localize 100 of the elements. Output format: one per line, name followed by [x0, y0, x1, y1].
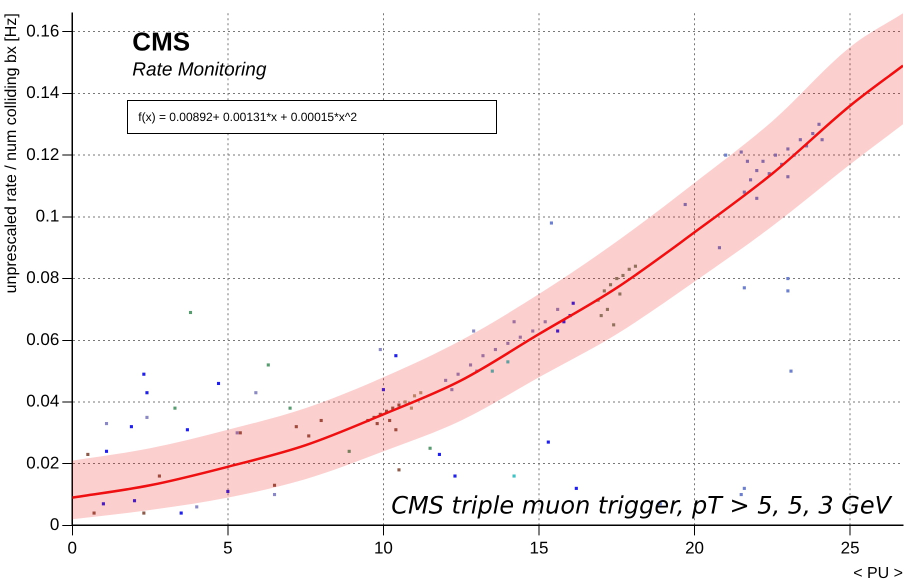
point [410, 406, 413, 410]
point [820, 138, 824, 142]
point [104, 422, 108, 426]
y-axis-title: unprescaled rate / num colliding bx [Hz] [3, 13, 20, 294]
point [786, 147, 790, 151]
point [130, 425, 133, 428]
point [428, 446, 432, 450]
point [550, 221, 553, 225]
point [412, 394, 416, 398]
point [254, 391, 258, 394]
point [453, 474, 457, 478]
point [394, 428, 398, 432]
point [621, 274, 625, 278]
point [92, 512, 96, 515]
point [531, 329, 534, 333]
point [132, 499, 136, 502]
point [236, 431, 239, 434]
point [394, 354, 398, 358]
annotation: CMS triple muon trigger, pT > 5, 5, 3 GeV [391, 492, 893, 520]
point [102, 502, 105, 506]
point [145, 391, 149, 394]
point [740, 492, 743, 496]
point [755, 169, 758, 172]
point [786, 277, 790, 280]
point [272, 484, 276, 487]
point [450, 388, 454, 392]
point [811, 132, 814, 136]
point [294, 425, 298, 428]
annotation: Rate Monitoring [132, 59, 267, 80]
point [216, 382, 220, 386]
point [494, 348, 497, 352]
point [238, 431, 242, 434]
point [444, 378, 448, 382]
point [724, 154, 728, 157]
point [472, 329, 476, 333]
y-tick-label: 0.12 [26, 144, 60, 164]
y-tick-label: 0 [50, 515, 60, 534]
y-tick-label: 0.16 [26, 21, 60, 40]
point [606, 308, 609, 311]
point [742, 286, 746, 290]
point [388, 418, 392, 422]
formula-box: f(x) = 0.00892+ 0.00131*x + 0.00015*x^2 [127, 100, 498, 134]
point [786, 175, 790, 178]
point [456, 372, 460, 376]
y-tick-label: 0.02 [26, 453, 60, 472]
point [348, 450, 351, 453]
point [556, 329, 560, 333]
point [481, 354, 485, 358]
point [104, 450, 108, 453]
point [602, 289, 606, 292]
point [774, 154, 777, 157]
point [755, 196, 758, 200]
point [142, 512, 146, 515]
point [307, 434, 310, 438]
point [789, 370, 793, 373]
point [320, 418, 323, 422]
point [556, 308, 560, 311]
x-tick-label: 0 [68, 538, 78, 558]
point [742, 486, 746, 490]
y-tick-label: 0.04 [26, 392, 60, 411]
point [142, 372, 146, 376]
point [746, 160, 749, 163]
point [195, 505, 198, 508]
point [376, 422, 379, 426]
point [173, 406, 177, 410]
point [518, 336, 522, 339]
point [544, 320, 547, 324]
x-axis-title: < PU > [853, 564, 903, 582]
x-tick-label: 5 [223, 538, 233, 558]
y-tick-label: 0.08 [26, 268, 60, 288]
point [740, 150, 743, 154]
point [419, 391, 422, 394]
point [628, 268, 631, 271]
point [468, 363, 472, 367]
y-tick-label: 0.1 [36, 206, 60, 226]
point [684, 202, 687, 206]
point [378, 348, 382, 352]
point [748, 178, 752, 182]
point [512, 474, 516, 478]
point [288, 406, 292, 410]
point [615, 277, 618, 280]
point [397, 404, 401, 407]
point [786, 289, 790, 292]
point [574, 486, 578, 490]
point [272, 492, 276, 496]
x-tick-label: 25 [840, 538, 860, 558]
point [180, 512, 183, 515]
point [226, 490, 230, 494]
annotation: CMS [132, 26, 190, 56]
x-tick-label: 15 [530, 538, 548, 558]
x-tick-label: 10 [374, 538, 393, 558]
point [506, 360, 510, 364]
point [817, 122, 821, 126]
point [188, 310, 192, 314]
point [490, 370, 494, 373]
point [798, 138, 802, 142]
point [600, 314, 603, 318]
point [634, 264, 637, 268]
point [718, 246, 721, 250]
point [404, 400, 407, 404]
